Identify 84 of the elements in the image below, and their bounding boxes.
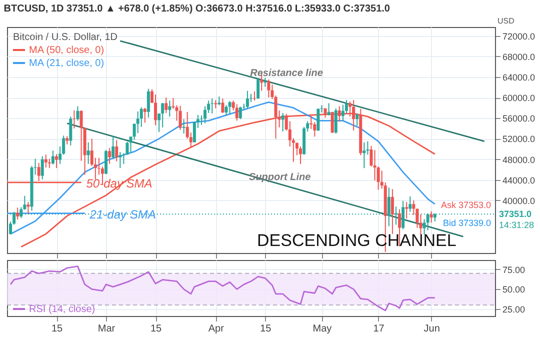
chart-title: BTCUSD, 1D 37351.0 ▲ +678.0 (+1.85%) O:36673.0 H:37516.0 L:35933.0 C:37351.0 xyxy=(4,4,390,14)
y-tick-label: 68000.0 xyxy=(502,52,536,62)
x-tick-label: 15 xyxy=(51,324,64,334)
candlestick xyxy=(316,108,320,132)
y-tick-label: 75.00 xyxy=(502,264,526,275)
candlestick xyxy=(390,188,394,234)
candlestick xyxy=(405,202,408,220)
candlestick xyxy=(26,202,30,214)
candlestick xyxy=(112,135,115,160)
x-tick-label: Mar xyxy=(98,324,116,334)
candlestick xyxy=(136,110,140,134)
x-tick-label: Jun xyxy=(424,324,440,334)
candlestick xyxy=(182,118,186,134)
y-tick-label: 56000.0 xyxy=(502,114,536,124)
candlestick xyxy=(161,102,164,128)
annotation: Resistance line xyxy=(250,68,324,79)
x-tick-label: 15 xyxy=(150,324,162,334)
candlestick xyxy=(327,102,330,116)
candlestick xyxy=(267,79,270,98)
y-tick-label: 44000.0 xyxy=(502,175,536,186)
y-tick-label: 72000.0 xyxy=(502,31,536,42)
candlestick xyxy=(76,106,80,122)
candlestick xyxy=(129,136,132,154)
candlestick xyxy=(299,146,302,164)
y-axis-title: USD xyxy=(498,16,515,26)
y-tick-label: 25.00 xyxy=(502,304,526,314)
candlestick xyxy=(221,98,224,114)
candlestick xyxy=(143,107,146,124)
candlestick xyxy=(224,104,228,116)
candlestick xyxy=(154,94,158,126)
candlestick xyxy=(210,98,214,114)
candlestick xyxy=(228,100,232,114)
candlestick xyxy=(115,140,118,162)
candlestick xyxy=(370,145,373,168)
candlestick xyxy=(16,207,20,220)
annotation: Bid 37339.0 xyxy=(442,218,491,228)
candlestick xyxy=(214,100,218,109)
candlestick xyxy=(246,90,249,109)
candlestick xyxy=(402,200,405,230)
candlestick xyxy=(281,112,284,132)
x-tick-label: Apr xyxy=(208,324,225,334)
y-tick-label: 40000.0 xyxy=(502,196,536,206)
x-tick-label: 17 xyxy=(373,324,385,334)
candlestick xyxy=(40,156,44,180)
candlestick xyxy=(256,77,260,100)
annotation: Ask 37353.0 xyxy=(440,200,491,210)
y-tick-label: 50.00 xyxy=(502,284,526,295)
candlestick xyxy=(341,104,344,122)
ref-line-label: 37351.0 xyxy=(499,209,532,220)
candlestick xyxy=(72,110,76,129)
y-tick-label: 60000.0 xyxy=(502,93,536,104)
candlestick xyxy=(334,108,338,134)
candlestick xyxy=(362,142,366,169)
candlestick xyxy=(238,106,242,120)
candlestick xyxy=(55,154,58,169)
legend-label: MA (50, close, 0) xyxy=(29,45,104,56)
candlestick xyxy=(108,147,112,164)
candlestick xyxy=(69,116,72,146)
candlestick xyxy=(430,210,433,224)
candlestick xyxy=(235,104,238,122)
candlestick xyxy=(178,105,182,130)
candlestick xyxy=(118,152,122,169)
candlestick xyxy=(253,90,256,102)
candlestick xyxy=(164,97,168,114)
candlestick xyxy=(48,158,51,169)
candlestick xyxy=(44,154,48,168)
candlestick xyxy=(51,150,54,165)
chart-subtitle: Bitcoin / U.S. Dollar, 1D xyxy=(13,32,118,43)
legend-label: RSI (14, close) xyxy=(29,304,96,315)
candlestick xyxy=(86,142,90,164)
candlestick xyxy=(168,100,172,118)
candlestick xyxy=(356,112,359,126)
y-tick-label: 48000.0 xyxy=(502,154,536,165)
x-tick-label: May xyxy=(312,324,332,334)
series-label: 21-day SMA xyxy=(88,207,156,222)
text: 14:31:28 xyxy=(499,220,534,230)
candlestick xyxy=(104,150,108,175)
candlestick xyxy=(158,112,161,133)
y-tick-label: 52000.0 xyxy=(502,134,536,144)
x-tick-label: 15 xyxy=(260,324,272,334)
candlestick xyxy=(387,187,390,227)
candlestick xyxy=(146,88,150,118)
y-tick-label: 64000.0 xyxy=(502,72,536,82)
legend-label: MA (21, close, 0) xyxy=(29,58,104,69)
